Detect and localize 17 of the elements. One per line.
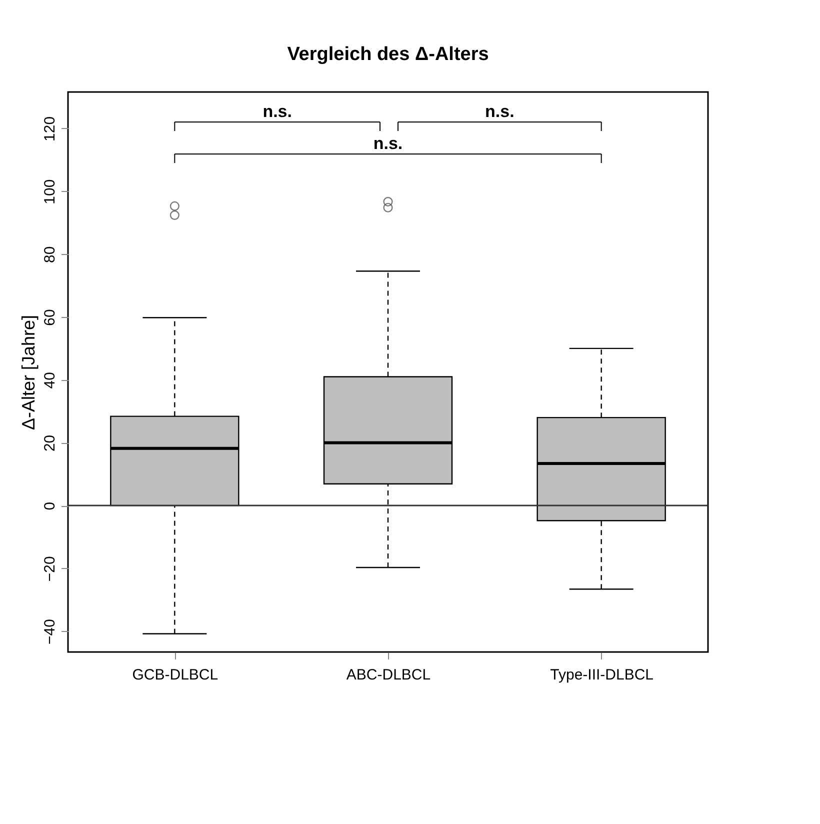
y-tick-label: 100 <box>42 179 58 204</box>
annotation: n.s. <box>262 102 292 121</box>
y-tick-label: 20 <box>42 434 58 452</box>
y-tick-label: 40 <box>42 372 58 389</box>
y-tick-label: 80 <box>42 246 58 263</box>
annotation: n.s. <box>373 134 403 153</box>
x-tick-label: GCB-DLBCL <box>132 666 218 684</box>
chart-title: Vergleich des Δ-Alters <box>287 44 489 65</box>
x-tick-label: ABC-DLBCL <box>346 666 431 684</box>
y-tick-label: −40 <box>42 619 58 644</box>
y-tick-label: 60 <box>42 309 58 326</box>
x-tick-label: Type-III-DLBCL <box>550 666 654 684</box>
y-axis-title: Δ-Alter [Jahre] <box>18 314 38 430</box>
annotation: n.s. <box>485 102 514 121</box>
y-tick-label: −20 <box>42 556 58 582</box>
y-tick-label: 120 <box>42 116 58 142</box>
y-tick-label: 0 <box>42 502 58 510</box>
